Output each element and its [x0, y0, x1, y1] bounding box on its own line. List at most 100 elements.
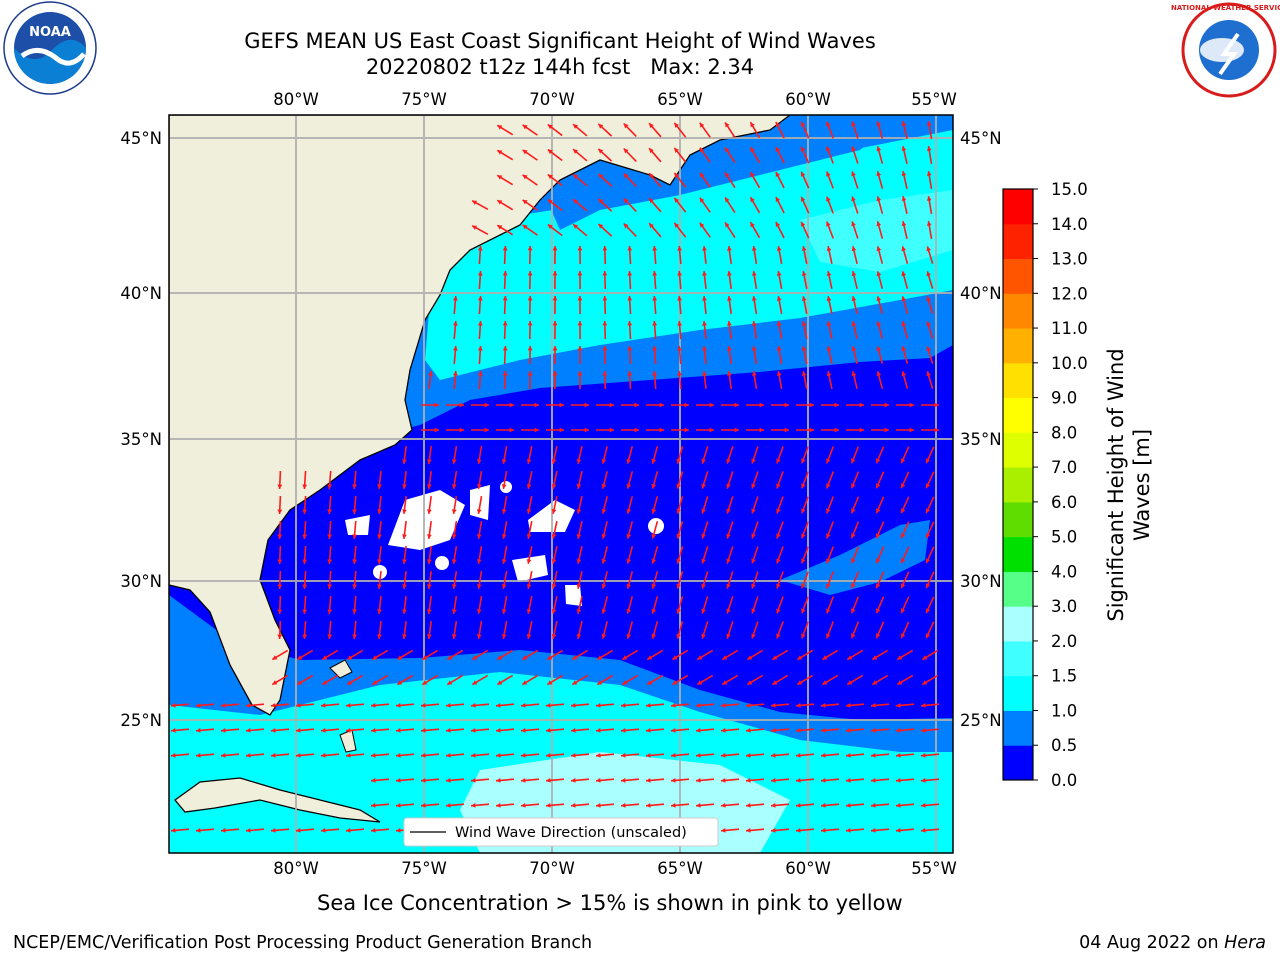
wave-direction-arrowhead [901, 146, 907, 151]
wave-direction-arrowhead [626, 583, 632, 589]
wave-direction-arrowhead [302, 634, 308, 639]
wave-direction-arrowhead [926, 371, 931, 377]
wave-direction-arrowhead [397, 680, 403, 685]
wave-direction-arrowhead [901, 121, 907, 126]
colorbar-tick-label: 14.0 [1051, 215, 1088, 234]
wave-direction-arrowhead [684, 402, 689, 408]
wave-direction-arrowhead [577, 371, 583, 376]
wave-direction-arrowhead [822, 655, 828, 660]
wave-direction-arrowhead [526, 584, 532, 589]
wave-direction-arrowhead [551, 534, 557, 539]
wave-direction-arrowhead [477, 321, 483, 326]
wave-direction-arrowhead [776, 633, 781, 639]
wave-direction-arrowhead [776, 583, 781, 589]
wave-direction-arrowhead [477, 246, 483, 251]
wave-direction-arrowhead [801, 246, 807, 251]
wave-direction-arrowhead [171, 703, 176, 708]
wave-direction-arrowhead [900, 583, 906, 589]
wave-direction-arrowhead [502, 246, 508, 251]
wave-direction-arrowhead [347, 680, 353, 685]
wave-direction-arrowhead [321, 728, 326, 733]
wave-direction-arrowhead [576, 634, 582, 639]
wave-direction-arrowhead [909, 402, 914, 408]
wave-direction-arrowhead [851, 271, 857, 277]
wave-direction-arrowhead [496, 728, 501, 733]
wave-direction-arrowhead [671, 803, 676, 808]
wave-direction-arrowhead [771, 703, 776, 708]
wave-direction-arrowhead [347, 655, 353, 660]
wave-direction-arrowhead [647, 655, 653, 660]
wave-direction-arrowhead [697, 655, 703, 660]
noaa-logo-text: NOAA [29, 25, 71, 40]
colorbar-tick-label: 13.0 [1051, 250, 1088, 269]
wave-direction-arrowhead [453, 346, 458, 351]
wave-direction-arrowhead [527, 271, 533, 276]
wave-direction-arrowhead [872, 680, 878, 685]
wave-direction-arrowhead [771, 728, 776, 733]
wave-direction-arrowhead [596, 728, 601, 733]
colorbar: 0.0 0.5 1.0 1.5 2.0 3.0 4.0 5.0 6.0 7.0 8.0 9.0 10.0… [1002, 180, 1088, 790]
wave-direction-arrowhead [428, 371, 433, 376]
wave-direction-arrowhead [671, 703, 676, 708]
wave-direction-arrowhead [602, 346, 608, 351]
wave-direction-arrowhead [922, 680, 928, 685]
wave-direction-arrowhead [925, 533, 931, 539]
wave-direction-arrowhead [427, 634, 432, 639]
wave-direction-arrowhead [776, 608, 781, 614]
wave-direction-arrowhead [534, 402, 539, 408]
wave-direction-arrowhead [521, 703, 526, 708]
wave-direction-arrowhead [577, 296, 583, 301]
wave-direction-arrowhead [621, 778, 626, 783]
wave-direction-arrowhead [622, 655, 628, 660]
wave-direction-arrowhead [497, 200, 503, 205]
wave-direction-arrowhead [601, 483, 607, 489]
wave-direction-arrowhead [772, 655, 778, 660]
wave-direction-arrowhead [800, 221, 806, 227]
wave-direction-arrowhead [297, 680, 303, 685]
lat-tick-label: 45°N [960, 129, 1002, 148]
wave-direction-arrowhead [626, 608, 632, 614]
wave-direction-arrowhead [527, 321, 533, 326]
wave-direction-arrowhead [471, 778, 476, 783]
wave-direction-arrowhead [246, 703, 251, 708]
wave-direction-arrowhead [296, 728, 301, 733]
lon-tick-label: 80°W [273, 859, 319, 878]
wave-direction-arrowhead [696, 778, 701, 783]
wave-direction-arrowhead [651, 533, 657, 539]
wave-direction-arrowhead [851, 246, 857, 252]
wave-direction-arrowhead [476, 459, 482, 464]
wave-direction-arrowhead [446, 728, 451, 733]
wave-direction-arrowhead [776, 371, 782, 376]
wave-direction-arrowhead [751, 508, 756, 514]
wave-direction-arrowhead [775, 122, 781, 127]
wave-direction-arrowhead [377, 509, 382, 514]
wave-direction-arrowhead [925, 458, 931, 464]
colorbar-label-line-2: Waves [m] [1130, 429, 1154, 541]
wave-direction-arrowhead [796, 828, 801, 833]
colorbar-tick-label: 1.0 [1051, 701, 1077, 720]
wave-direction-arrowhead [721, 703, 726, 708]
wave-direction-arrowhead [477, 371, 483, 376]
wave-direction-arrowhead [846, 803, 851, 808]
wave-direction-arrowhead [876, 296, 882, 302]
wave-direction-arrowhead [584, 402, 589, 408]
wave-direction-arrowhead [702, 296, 707, 301]
wave-direction-arrowhead [776, 458, 781, 464]
wave-direction-arrowhead [573, 199, 578, 204]
wave-direction-arrowhead [674, 122, 679, 128]
wave-direction-arrowhead [497, 125, 503, 130]
wave-direction-arrowhead [834, 427, 839, 433]
wave-direction-arrowhead [573, 224, 578, 229]
wave-direction-arrowhead [377, 634, 382, 639]
wave-direction-arrowhead [801, 483, 806, 489]
wave-direction-arrowhead [649, 223, 654, 229]
wave-direction-arrowhead [751, 371, 757, 376]
wave-direction-arrowhead [871, 753, 876, 758]
wave-direction-arrowhead [826, 321, 832, 326]
wave-direction-arrowhead [726, 458, 731, 464]
wave-direction-arrowhead [346, 828, 351, 833]
wave-direction-arrowhead [371, 703, 376, 708]
wave-direction-arrowhead [526, 634, 532, 639]
wave-direction-arrowhead [784, 427, 789, 433]
wave-direction-arrowhead [447, 680, 453, 685]
